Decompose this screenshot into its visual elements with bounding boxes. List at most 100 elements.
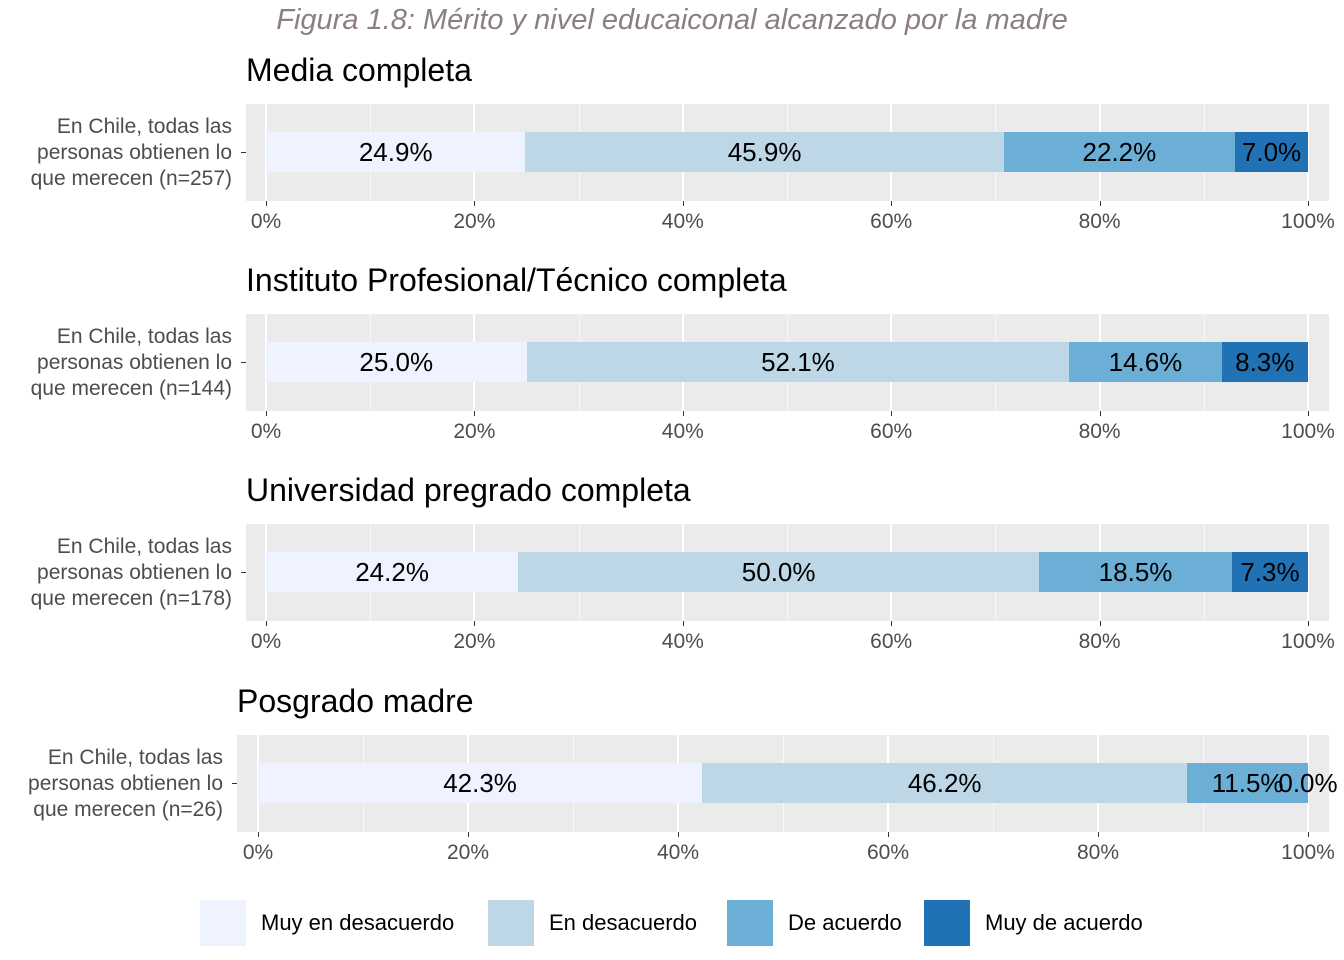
chart-panel: Instituto Profesional/Técnico completa 25…	[0, 262, 1344, 477]
y-axis-category-label: En Chile, todas las personas obtienen lo q…	[0, 114, 232, 192]
category-label-line: En Chile, todas las	[56, 115, 232, 138]
x-axis-tick-label: 80%	[1076, 841, 1120, 864]
x-axis-tick	[1099, 201, 1101, 206]
legend-swatch	[727, 900, 773, 946]
x-axis-tick	[474, 201, 476, 206]
x-axis-tick	[682, 201, 684, 206]
x-axis-tick	[474, 411, 476, 416]
x-axis-tick	[1308, 201, 1309, 206]
x-axis-tick	[474, 621, 476, 626]
major-gridline	[1307, 524, 1309, 621]
x-axis-tick-label: 80%	[1078, 210, 1121, 233]
x-axis-tick-label: 0%	[250, 420, 282, 443]
bar-segment	[258, 763, 703, 803]
y-axis-tick	[241, 362, 246, 363]
bar-segment	[526, 342, 1070, 382]
bar-segment	[1003, 132, 1236, 172]
x-axis-tick-label: 100%	[1281, 210, 1335, 233]
x-axis-tick	[891, 621, 893, 626]
legend-label: De acuerdo	[788, 910, 902, 935]
x-axis-tick	[682, 411, 684, 416]
category-label-line: En Chile, todas las	[56, 325, 232, 348]
x-axis-tick	[1098, 832, 1099, 837]
category-label-line: En Chile, todas las	[47, 746, 223, 769]
category-label-line: En Chile, todas las	[56, 535, 232, 558]
bar-segment	[266, 342, 527, 382]
y-axis-category-label: En Chile, todas las personas obtienen lo q…	[0, 324, 232, 402]
category-label-line: que merecen (n=178)	[30, 587, 232, 610]
x-axis-tick-label: 100%	[1281, 420, 1335, 443]
legend-swatch	[488, 900, 534, 946]
x-axis-tick-label: 40%	[661, 630, 704, 653]
x-axis-tick-label: 0%	[250, 630, 282, 653]
y-axis-tick	[241, 152, 246, 153]
x-axis-tick	[1099, 411, 1101, 416]
x-axis-tick	[266, 621, 267, 626]
x-axis-tick-label: 20%	[453, 210, 496, 233]
category-label-line: que merecen (n=26)	[33, 798, 223, 821]
x-axis-tick	[682, 621, 684, 626]
x-axis-tick-label: 20%	[453, 630, 496, 653]
legend-label: Muy en desacuerdo	[261, 910, 455, 935]
x-axis-tick	[1308, 832, 1309, 837]
bar-segment	[1187, 763, 1308, 803]
bar-segment	[1221, 342, 1308, 382]
x-axis-tick-label: 40%	[661, 420, 704, 443]
bar-segment	[1069, 342, 1222, 382]
bar-segment	[266, 132, 526, 172]
x-axis-tick	[888, 832, 889, 837]
x-axis-tick	[678, 832, 679, 837]
legend-swatch	[200, 900, 246, 946]
x-axis-tick	[1099, 621, 1101, 626]
y-axis-category-label: En Chile, todas las personas obtienen lo q…	[0, 745, 223, 823]
chart-panel: Posgrado madre 42.3% 46.2% 11.5% 0.0% En Chil…	[0, 683, 1344, 898]
category-label-line: que merecen (n=144)	[30, 377, 232, 400]
data-label: 7.3%	[1240, 557, 1300, 587]
data-label: 7.0%	[1241, 137, 1302, 167]
x-axis-tick	[266, 411, 267, 416]
data-label: 45.9%	[727, 137, 802, 167]
panel-title: Universidad pregrado completa	[246, 472, 691, 508]
data-label: 24.2%	[355, 557, 429, 587]
x-axis-tick	[468, 832, 469, 837]
x-axis-tick-label: 0%	[242, 841, 274, 864]
data-label: 46.2%	[907, 768, 982, 798]
panel-title: Posgrado madre	[237, 683, 474, 719]
major-gridline	[1307, 735, 1309, 832]
plot-area: 42.3% 46.2% 11.5% 0.0%	[237, 735, 1338, 832]
category-label-line: personas obtienen lo	[37, 561, 232, 584]
figure-title: Figura 1.8: Mérito y nivel educaiconal a…	[276, 4, 1068, 36]
chart-panel: Universidad pregrado completa 24.2% 50.0% 1…	[0, 472, 1344, 687]
major-gridline	[1307, 104, 1309, 201]
x-axis-tick-label: 80%	[1078, 420, 1121, 443]
data-label: 11.5%	[1211, 768, 1284, 798]
data-label: 18.5%	[1098, 557, 1173, 587]
x-axis-tick-label: 60%	[870, 630, 913, 653]
x-axis-tick	[891, 201, 893, 206]
legend-label: En desacuerdo	[549, 910, 697, 935]
major-gridline	[1307, 314, 1309, 411]
plot-area: 24.2% 50.0% 18.5% 7.3%	[246, 524, 1329, 621]
y-axis-tick	[241, 572, 246, 573]
category-label-line: personas obtienen lo	[37, 351, 232, 374]
x-axis-tick-label: 40%	[661, 210, 704, 233]
legend-swatch	[924, 900, 970, 946]
bar-segment	[702, 763, 1188, 803]
plot-area: 25.0% 52.1% 14.6% 8.3%	[246, 314, 1329, 411]
x-axis-tick-label: 80%	[1078, 630, 1121, 653]
x-axis-tick-label: 60%	[866, 841, 910, 864]
x-axis-tick	[1308, 411, 1309, 416]
data-label: 25.0%	[359, 347, 434, 377]
data-label: 8.3%	[1235, 347, 1295, 377]
x-axis-tick-label: 0%	[250, 210, 282, 233]
data-label: 22.2%	[1082, 137, 1157, 167]
x-axis-tick-label: 100%	[1281, 841, 1335, 864]
data-label: 42.3%	[443, 768, 517, 798]
bar-segment	[266, 552, 519, 592]
bar-segment	[525, 132, 1004, 172]
x-axis-tick	[258, 832, 259, 837]
data-label: 24.9%	[358, 137, 433, 167]
panel-title: Instituto Profesional/Técnico completa	[246, 262, 787, 298]
x-axis-tick	[1308, 621, 1309, 626]
data-label: 52.1%	[761, 347, 835, 377]
